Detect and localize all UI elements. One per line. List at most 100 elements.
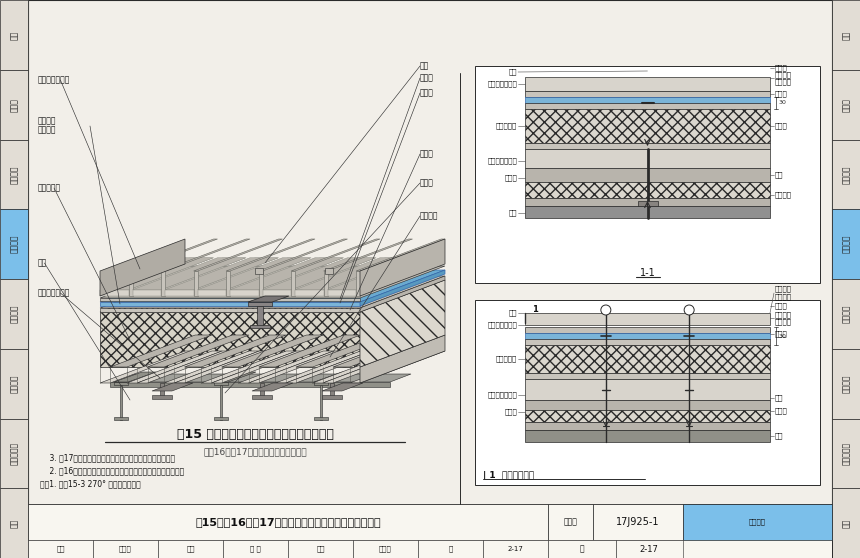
Bar	[548, 504, 593, 540]
Polygon shape	[175, 351, 269, 383]
Text: 2. 屋16屋面系统中防水层、防水垫层为满粘，需增加粘接层。: 2. 屋16屋面系统中防水层、防水垫层为满粘，需增加粘接层。	[40, 466, 184, 475]
Text: （屋16、屋17具体构造见工程做法表）: （屋16、屋17具体构造见工程做法表）	[203, 448, 307, 456]
Text: 1-1: 1-1	[640, 268, 655, 278]
Polygon shape	[262, 258, 376, 290]
Bar	[418, 540, 483, 558]
Bar	[257, 306, 263, 326]
Bar	[525, 182, 770, 198]
Bar	[160, 383, 164, 398]
Polygon shape	[360, 276, 445, 312]
Text: 底面构造: 底面构造	[841, 374, 851, 393]
Text: 外层压型金属板: 外层压型金属板	[38, 75, 71, 84]
Text: 支架: 支架	[420, 61, 429, 70]
Polygon shape	[114, 372, 156, 382]
Polygon shape	[161, 239, 250, 271]
Bar	[100, 290, 129, 296]
Bar	[165, 290, 194, 296]
Polygon shape	[147, 335, 249, 367]
Bar	[194, 271, 198, 296]
Text: 页: 页	[448, 546, 452, 552]
Bar	[288, 540, 353, 558]
Polygon shape	[360, 280, 445, 367]
Text: 底面构造: 底面构造	[9, 374, 19, 393]
Bar	[0, 209, 28, 279]
Circle shape	[601, 305, 611, 315]
Polygon shape	[100, 280, 445, 312]
Polygon shape	[165, 258, 279, 290]
Polygon shape	[356, 239, 445, 271]
Bar	[475, 66, 820, 283]
Bar	[548, 540, 616, 558]
Text: 压型钢板持力板: 压型钢板持力板	[38, 288, 71, 297]
Bar	[525, 345, 770, 373]
Bar	[198, 290, 226, 296]
Polygon shape	[100, 276, 445, 308]
Bar	[683, 504, 832, 540]
Text: 支架: 支架	[508, 69, 517, 75]
Bar	[525, 168, 770, 182]
Bar	[525, 379, 770, 400]
Bar	[255, 268, 263, 274]
Text: 外层压型金属板: 外层压型金属板	[488, 322, 517, 328]
Polygon shape	[328, 258, 441, 290]
Bar	[525, 143, 770, 149]
Polygon shape	[248, 296, 289, 302]
Bar	[28, 504, 548, 540]
Polygon shape	[235, 258, 342, 290]
Bar	[322, 395, 342, 399]
Text: 檩条: 檩条	[775, 432, 783, 439]
Polygon shape	[296, 335, 397, 367]
Text: 隔汽层: 隔汽层	[420, 150, 434, 158]
Polygon shape	[275, 351, 371, 383]
Polygon shape	[214, 372, 256, 382]
Text: 衬檩: 衬檩	[775, 395, 783, 401]
Text: 工程做法: 工程做法	[9, 165, 19, 184]
Bar	[525, 97, 770, 103]
Bar	[832, 349, 860, 418]
Bar	[114, 417, 128, 420]
Bar	[100, 302, 360, 306]
Bar	[295, 290, 323, 296]
Text: 常用板型表: 常用板型表	[841, 442, 851, 465]
Text: 目录: 目录	[9, 30, 19, 40]
Polygon shape	[201, 351, 297, 383]
Text: 隔离层: 隔离层	[775, 91, 788, 97]
Polygon shape	[226, 239, 315, 271]
Text: 隔离垫: 隔离垫	[420, 74, 434, 83]
Text: 檩条: 檩条	[38, 258, 47, 267]
Bar	[129, 271, 132, 296]
Polygon shape	[259, 239, 347, 271]
Text: 校对: 校对	[187, 546, 194, 552]
Bar	[226, 271, 230, 296]
Bar	[0, 140, 28, 209]
Text: 支架: 支架	[508, 310, 517, 316]
Bar	[314, 382, 328, 385]
Bar	[0, 418, 28, 488]
Polygon shape	[252, 383, 293, 391]
Bar	[291, 271, 295, 296]
Polygon shape	[185, 335, 286, 367]
Bar	[0, 0, 28, 70]
Bar	[120, 385, 122, 420]
Text: 图集号: 图集号	[563, 517, 577, 527]
Bar	[525, 327, 770, 333]
Text: 常用板型表: 常用板型表	[9, 442, 19, 465]
Text: 工程做法: 工程做法	[841, 165, 851, 184]
Text: 支撑件: 支撑件	[504, 175, 517, 181]
Bar	[132, 290, 161, 296]
Bar	[0, 488, 28, 558]
Bar	[93, 540, 158, 558]
Bar	[525, 339, 770, 345]
Text: 30: 30	[778, 100, 786, 105]
Text: 隔离层: 隔离层	[420, 89, 434, 98]
Bar	[161, 271, 165, 296]
Bar	[525, 400, 770, 410]
Text: 支撑件: 支撑件	[420, 179, 434, 187]
Polygon shape	[259, 335, 360, 367]
Polygon shape	[322, 351, 418, 383]
Text: 保温填充: 保温填充	[775, 192, 792, 198]
Text: 墙体构造: 墙体构造	[841, 305, 851, 323]
Polygon shape	[350, 351, 445, 383]
Bar	[637, 201, 658, 206]
Bar	[152, 395, 172, 399]
